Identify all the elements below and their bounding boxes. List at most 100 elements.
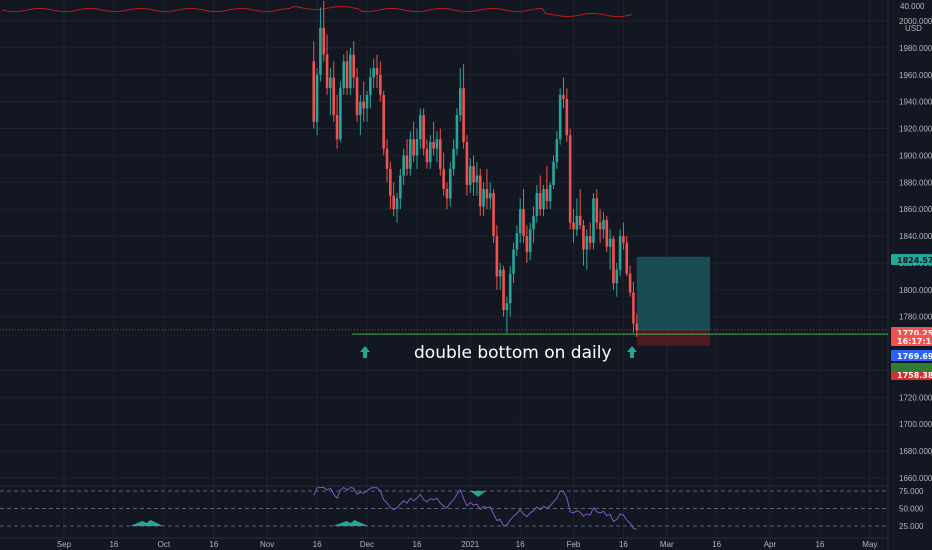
bearish-candle: [635, 323, 639, 331]
time-tick-label: 16: [516, 540, 525, 549]
bullish-candle: [402, 155, 405, 176]
bullish-candle: [548, 184, 552, 202]
bearish-candle: [375, 68, 379, 75]
price-tick-label: 1780.000: [899, 313, 932, 322]
bearish-candle: [445, 189, 449, 199]
price-tick-label: 1960.000: [899, 71, 932, 80]
bearish-candle: [472, 166, 475, 183]
bearish-candle: [562, 94, 565, 99]
price-axis[interactable]: 40.000 2000.000 1980.000 1960.000 1940.000 19…: [889, 0, 932, 550]
overbought-fill: [470, 491, 486, 497]
price-tag-label: 1770.254: [897, 329, 932, 338]
bearish-candle: [582, 225, 585, 250]
levels-layer: [0, 329, 888, 358]
entry-tag: [891, 363, 932, 372]
time-axis[interactable]: Sep 16 Oct 16 Nov 16 Dec 16 2021 16 Feb 16 Mar 16 Apr 1…: [57, 540, 878, 549]
pattern-annotation: double bottom on daily: [414, 343, 612, 363]
bullish-candle: [508, 273, 512, 304]
time-tick-label: Mar: [660, 540, 674, 549]
price-tick-label: 1720.000: [899, 393, 932, 402]
price-tick-label: 1940.000: [899, 98, 932, 107]
bullish-candle: [359, 101, 362, 116]
bearish-candle: [332, 77, 336, 116]
bullish-candle: [518, 209, 522, 234]
indicator-top-label: 40.000: [900, 2, 925, 11]
bullish-candle: [455, 115, 459, 149]
time-tick-label: 16: [413, 540, 422, 549]
bearish-candle: [588, 236, 592, 243]
bullish-candle: [468, 166, 472, 185]
rsi-pane: [0, 486, 888, 530]
bullish-candle: [498, 269, 502, 277]
time-tick-label: 2021: [461, 540, 479, 549]
price-tag: [891, 254, 932, 265]
time-tick-label: 16: [712, 540, 721, 549]
oversold-fill: [333, 520, 368, 526]
bearish-candle: [495, 236, 499, 277]
bearish-candle: [432, 141, 435, 149]
time-tick-label: Sep: [57, 540, 72, 549]
bullish-candle: [429, 141, 432, 163]
bullish-candle: [505, 303, 509, 310]
time-tick-label: 16: [109, 540, 118, 549]
rsi-tick-label: 50.000: [899, 505, 924, 514]
rsi-tick-label: 25.000: [899, 522, 924, 531]
time-tick-label: Apr: [764, 540, 777, 549]
currency-label: USD: [905, 24, 922, 33]
price-tag-label: 1769.690: [897, 352, 932, 361]
price-tick-label: 1980.000: [899, 44, 932, 53]
rsi-top-strip: [1, 5, 633, 18]
bullish-candle: [555, 139, 559, 163]
bullish-candle: [329, 77, 332, 89]
position-zones: [636, 256, 711, 346]
time-tick-label: Dec: [360, 540, 374, 549]
bullish-candle: [618, 236, 622, 270]
price-tick-label: 1680.000: [899, 447, 932, 456]
bearish-candle: [325, 54, 329, 89]
time-tick-label: 16: [209, 540, 218, 549]
bearish-candle: [405, 155, 409, 169]
bullish-candle: [342, 61, 346, 89]
bullish-candle: [608, 238, 612, 247]
bullish-candle: [435, 139, 439, 149]
bearish-candle: [628, 273, 632, 293]
bullish-candle: [448, 168, 452, 199]
rsi-tick-label: 75.000: [899, 487, 924, 496]
time-tick-label: Feb: [567, 540, 581, 549]
price-tick-label: 1900.000: [899, 151, 932, 160]
bearish-candle: [478, 175, 482, 207]
bearish-candle: [352, 54, 356, 78]
bullish-candle: [575, 215, 579, 230]
bullish-candle: [602, 219, 605, 230]
bullish-candle: [592, 198, 595, 243]
bearish-candle: [525, 236, 529, 253]
price-tick-label: 1860.000: [899, 205, 932, 214]
bullish-candle: [542, 189, 545, 210]
rsi-line: [313, 486, 637, 530]
bearish-candle: [355, 77, 359, 116]
bullish-candle: [475, 175, 479, 183]
bearish-candle: [385, 148, 389, 169]
bearish-candle: [362, 101, 365, 109]
top-indicator-line: [1, 5, 633, 18]
bullish-candle: [515, 233, 519, 250]
stop-zone: [636, 330, 711, 346]
price-tag: [891, 335, 932, 346]
time-tick-label: 16: [313, 540, 322, 549]
bearish-candle: [502, 269, 505, 310]
bearish-candle: [392, 195, 395, 210]
bearish-candle: [382, 94, 385, 149]
bullish-candle: [615, 269, 619, 284]
bearish-candle: [485, 189, 489, 199]
bearish-candle: [572, 222, 575, 230]
bullish-candle: [315, 74, 319, 122]
price-tick-label: 1700.000: [899, 420, 932, 429]
bearish-candle: [612, 238, 615, 284]
bullish-candle: [512, 249, 515, 274]
bullish-candle: [558, 94, 562, 140]
bearish-candle: [312, 61, 316, 122]
time-tick-label: May: [862, 540, 877, 549]
bullish-candle: [409, 139, 412, 169]
